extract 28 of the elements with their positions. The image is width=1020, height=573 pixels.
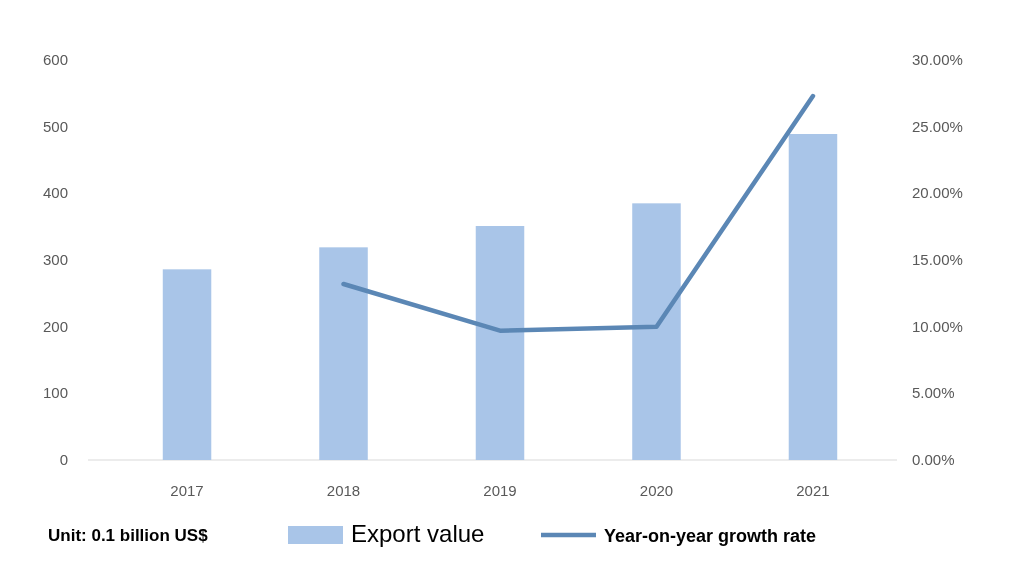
x-tick-label: 2020 <box>639 482 674 499</box>
y-tick-label: 500 <box>42 117 68 135</box>
legend-label: Year-on-year growth rate <box>604 526 817 546</box>
legend-label: Export value <box>351 520 485 547</box>
bar <box>632 203 681 460</box>
y-tick-label: 200 <box>42 317 68 335</box>
x-tick-label: 2019 <box>483 482 517 499</box>
bar <box>162 269 212 460</box>
x-tick-label: 2018 <box>326 482 361 499</box>
bar <box>475 226 525 460</box>
y-tick-label: 300 <box>42 251 68 268</box>
bar <box>788 134 838 460</box>
y-tick-label: 600 <box>42 51 68 68</box>
x-tick-label: 2021 <box>796 482 830 499</box>
x-tick-label: 2017 <box>170 482 204 499</box>
y2-tick-label: 20.00% <box>912 184 963 202</box>
y-tick-label: 400 <box>42 184 68 202</box>
y-tick-label: 0 <box>59 451 68 468</box>
y2-tick-label: 0.00% <box>912 451 955 468</box>
y-tick-label: 100 <box>42 384 68 402</box>
y2-tick-label: 25.00% <box>912 117 963 135</box>
y2-tick-label: 15.00% <box>912 251 963 268</box>
y2-tick-label: 5.00% <box>912 384 955 402</box>
bar <box>319 247 368 460</box>
line-series <box>341 93 816 333</box>
y2-tick-label: 30.00% <box>912 51 963 68</box>
y2-tick-label: 10.00% <box>912 317 963 335</box>
text: Unit: 0.1 billion US$ <box>48 526 209 545</box>
